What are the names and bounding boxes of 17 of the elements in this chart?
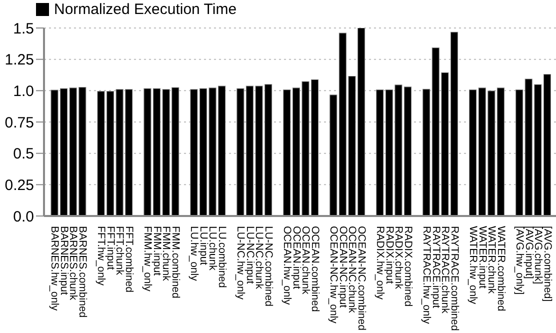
x-tick-label: [AVG.hw_only] bbox=[513, 226, 526, 295]
x-tick-label: RAYTRACE.input bbox=[430, 226, 442, 308]
x-tick-label: FMM.combined bbox=[170, 226, 182, 299]
y-tick-label: 1.5 bbox=[13, 20, 34, 38]
x-tick-label: RAYTRACE.hw_only bbox=[420, 226, 432, 325]
x-tick-label: FFT.combined bbox=[123, 226, 136, 293]
legend-label: Normalized Execution Time bbox=[54, 1, 237, 18]
y-tick-label: 0.0 bbox=[13, 208, 34, 226]
y-tick-label: 0.25 bbox=[4, 176, 34, 194]
y-tick-label: 1.0 bbox=[13, 82, 34, 100]
x-tick-label: WATER.hw_only bbox=[466, 226, 479, 305]
y-tick-label: 0.75 bbox=[4, 114, 34, 132]
y-tick-label: 0.5 bbox=[13, 146, 34, 163]
x-tick-label: BARNES.combined bbox=[76, 226, 89, 318]
x-tick-label: [AVG.input] bbox=[522, 226, 535, 279]
y-tick-label: 1.25 bbox=[4, 52, 34, 69]
x-tick-label: WATER.input bbox=[476, 226, 488, 289]
